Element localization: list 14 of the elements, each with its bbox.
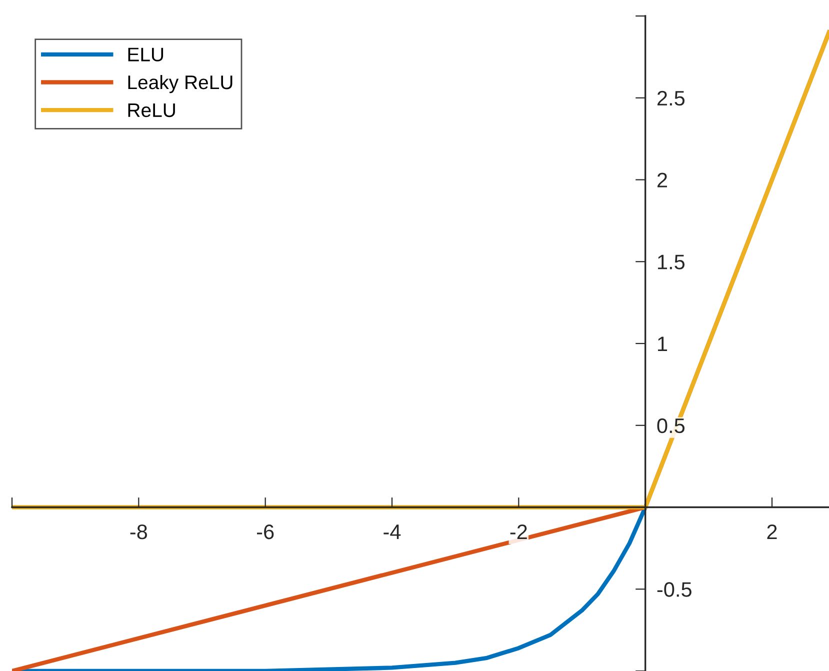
legend-label: Leaky ReLU: [128, 74, 232, 94]
y-tick-label: 2: [657, 172, 667, 188]
x-tick-label: -4: [384, 524, 401, 540]
y-tick-label: -0.5: [657, 582, 692, 597]
x-tick-label: 2: [767, 524, 777, 540]
y-tick-label: 1.5: [658, 254, 685, 270]
x-tick-label: -8: [130, 524, 148, 540]
y-tick-label: 2.5: [657, 90, 685, 106]
legend-label: ReLU: [128, 104, 175, 118]
y-tick-label: 0.5: [657, 418, 685, 434]
x-tick-label: -6: [256, 524, 274, 540]
legend-label: ELU: [128, 48, 164, 62]
x-tick-label: -2: [510, 524, 527, 540]
y-tick-label: 1: [658, 336, 668, 352]
